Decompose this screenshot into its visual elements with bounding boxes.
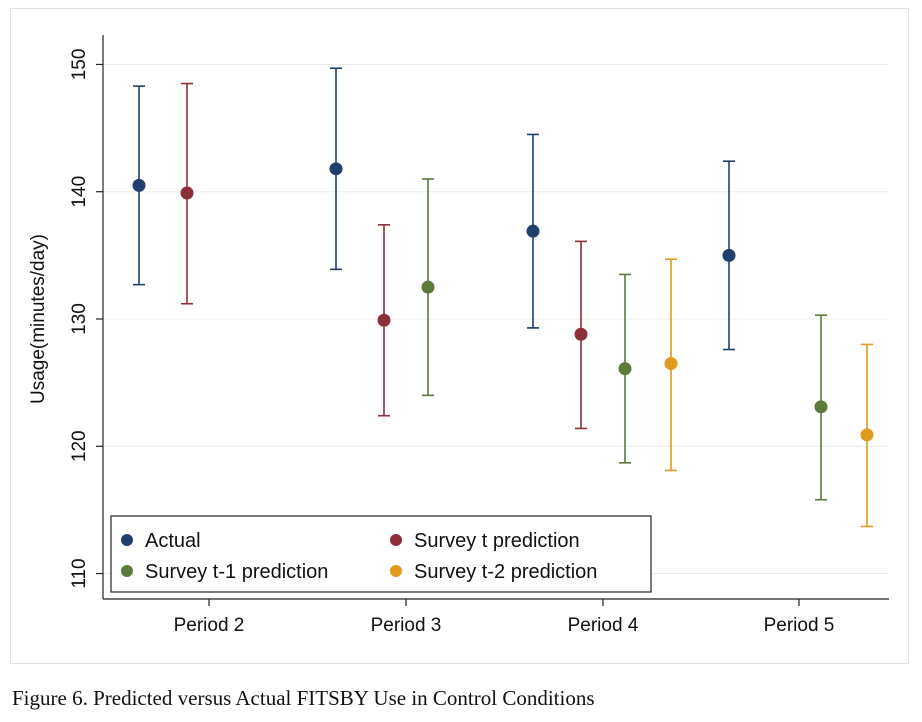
x-tick-label: Period 5 xyxy=(764,615,835,636)
legend-label: Survey t prediction xyxy=(414,530,580,552)
legend-box xyxy=(110,515,652,593)
x-tick-label: Period 4 xyxy=(568,615,639,636)
error-bar-group xyxy=(722,160,736,351)
y-tick-label: 140 xyxy=(69,176,90,208)
error-bar-group xyxy=(329,67,343,271)
y-tick-labels: 110 120 130 140 150 xyxy=(69,49,90,589)
series-marks xyxy=(132,67,874,528)
data-point xyxy=(180,186,194,200)
chart: 110 120 130 140 150 Period 2 Period 3 Period 4… xyxy=(28,35,889,636)
error-bar-group xyxy=(526,133,540,329)
data-point xyxy=(722,248,736,262)
error-bar-group xyxy=(618,273,632,464)
legend-marker xyxy=(390,565,402,577)
error-bar-group xyxy=(664,258,678,472)
data-point xyxy=(618,362,632,376)
data-point xyxy=(132,178,146,192)
y-tick-label: 110 xyxy=(69,558,90,588)
y-axis-title: Usage(minutes/day) xyxy=(28,234,49,404)
x-tick-label: Period 2 xyxy=(174,615,245,636)
figure-frame: 110 120 130 140 150 Period 2 Period 3 Period 4… xyxy=(10,8,909,664)
y-tick-label: 130 xyxy=(69,303,90,335)
data-point xyxy=(814,400,828,414)
data-point xyxy=(526,224,540,238)
data-point xyxy=(860,428,874,442)
error-bar-group xyxy=(132,85,146,286)
legend-marker xyxy=(390,534,402,546)
legend-label: Survey t-2 prediction xyxy=(414,561,597,583)
error-bar-group xyxy=(814,314,828,501)
x-tick-labels: Period 2 Period 3 Period 4 Period 5 xyxy=(174,615,835,636)
legend-marker xyxy=(121,565,133,577)
y-tick-label: 120 xyxy=(69,430,90,462)
legend-marker xyxy=(121,534,133,546)
x-tick-label: Period 3 xyxy=(371,615,442,636)
axes xyxy=(96,35,889,606)
data-point xyxy=(329,162,343,176)
error-bar-group xyxy=(180,82,194,305)
data-point xyxy=(574,327,588,341)
error-bar-group xyxy=(574,240,588,430)
error-bar-group xyxy=(860,343,874,528)
data-point xyxy=(421,280,435,294)
data-point xyxy=(664,357,678,371)
legend: Actual Survey t prediction Survey t-1 pred… xyxy=(110,515,652,593)
legend-label: Survey t-1 prediction xyxy=(145,561,328,583)
y-tick-label: 150 xyxy=(69,49,90,81)
figure-caption: Figure 6. Predicted versus Actual FITSBY… xyxy=(12,686,595,710)
error-bar-group xyxy=(421,178,435,397)
data-point xyxy=(377,313,391,327)
error-bar-group xyxy=(377,224,391,417)
gridlines xyxy=(103,63,889,575)
legend-label: Actual xyxy=(145,530,201,552)
